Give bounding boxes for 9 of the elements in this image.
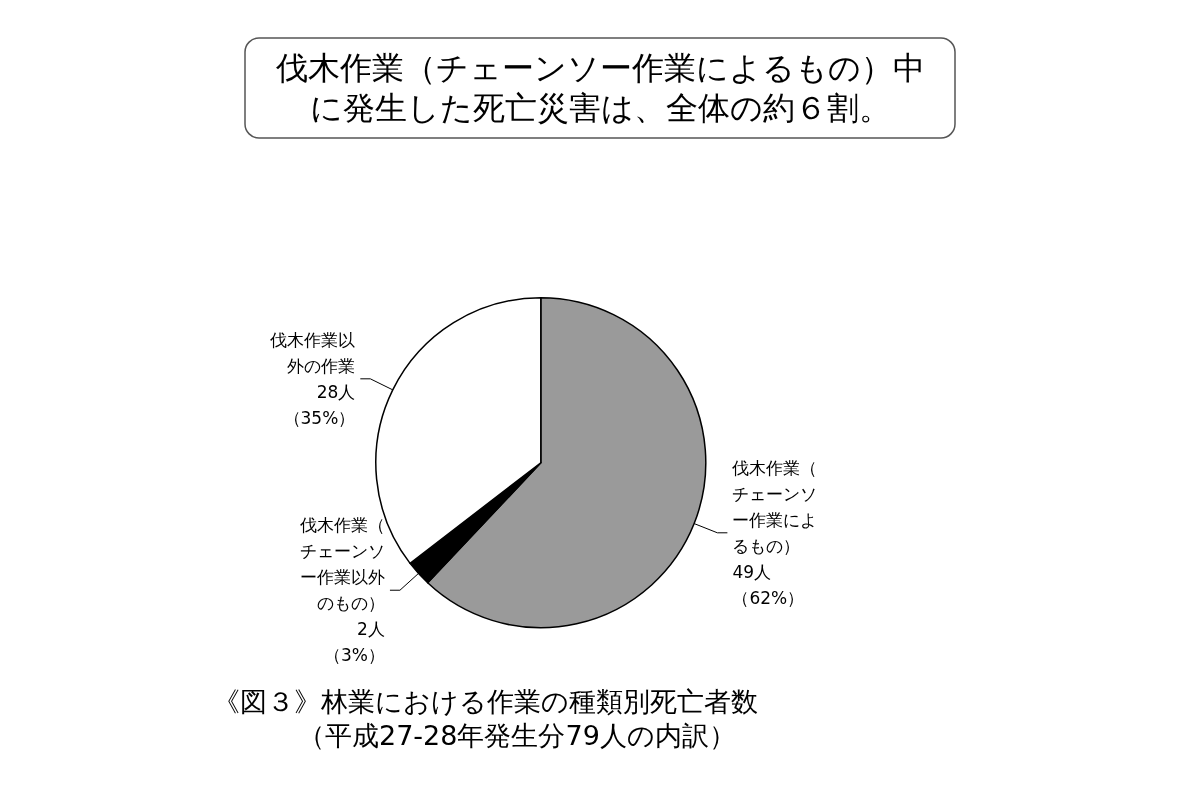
slice-label: 伐木作業（チェーンソー作業によるもの） [732,457,818,556]
text: 《図３》林業における作業の種類別死亡者数 [213,686,758,717]
chart-title: 伐木作業（チェーンソー作業によるもの）中に発生した死亡災害は、全体の約６割。 [275,49,925,127]
data-label: 28人（35%） [283,381,356,428]
data-label: 49人（62%） [732,561,805,608]
text: （平成27-28年発生分79人の内訳） [298,720,736,751]
slice-label: 伐木作業以外の作業 [270,329,356,376]
slice-label: 伐木作業（チェーンソー作業以外のもの） [299,515,385,614]
data-label: 2人（3%） [323,619,385,666]
